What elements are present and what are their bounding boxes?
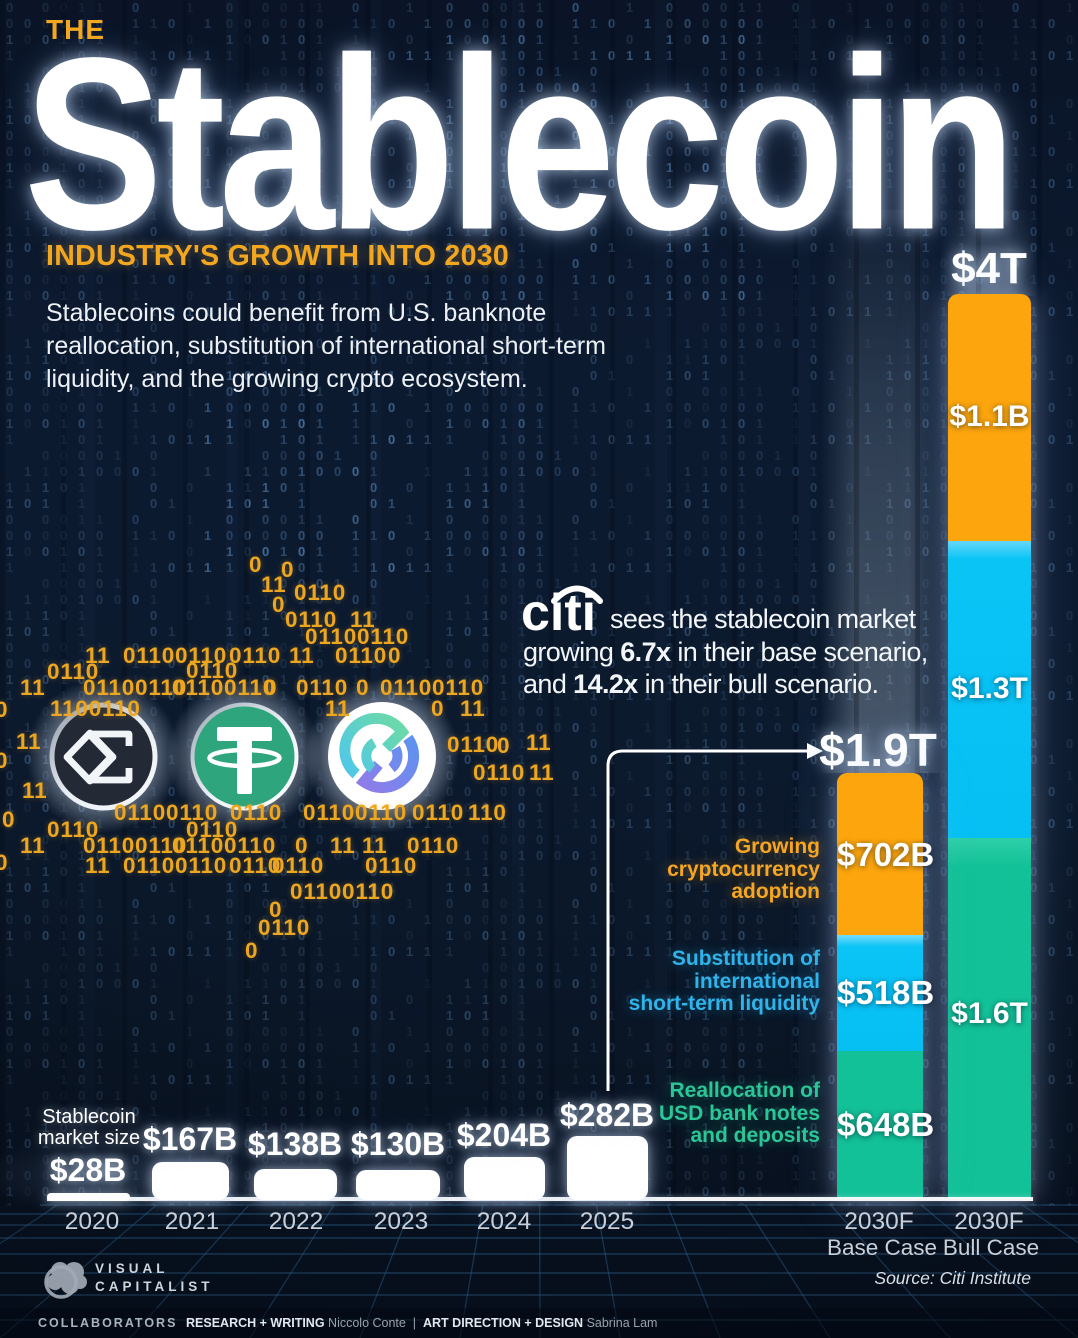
svg-text:VISUAL: VISUAL	[95, 1261, 169, 1276]
svg-text:CAPITALIST: CAPITALIST	[95, 1279, 214, 1294]
